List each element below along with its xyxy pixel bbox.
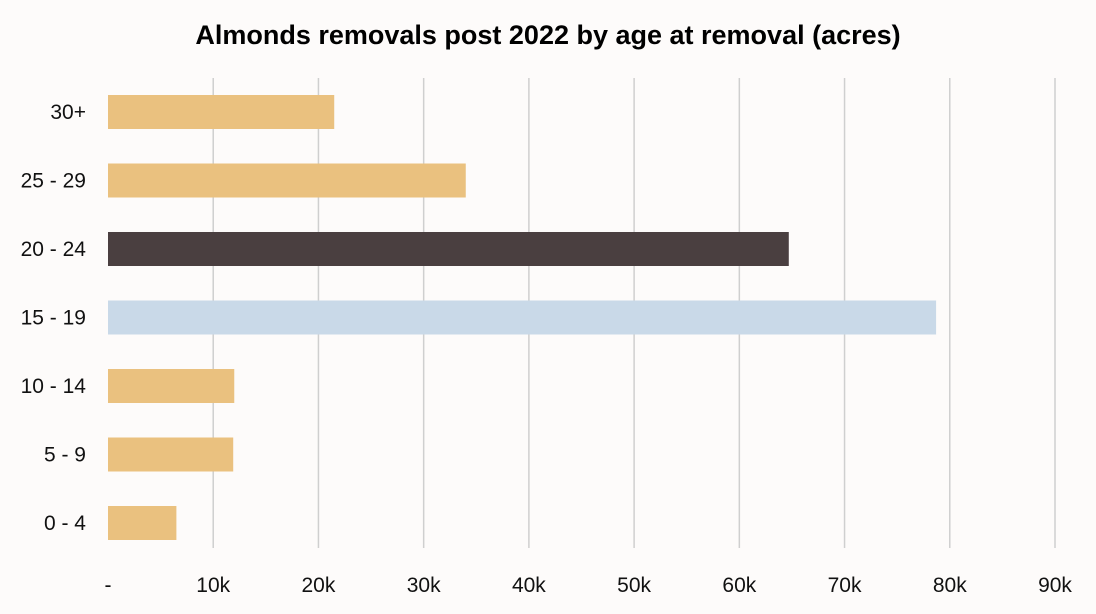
bar	[108, 95, 335, 129]
chart-title: Almonds removals post 2022 by age at rem…	[195, 20, 900, 50]
x-tick-label: 70k	[828, 574, 862, 597]
x-tick-label: 40k	[512, 574, 546, 597]
bar	[108, 163, 466, 198]
bar	[108, 437, 234, 472]
y-tick-label: 30+	[50, 101, 86, 124]
y-tick-label: 25 - 29	[21, 170, 86, 193]
x-tick-label: 50k	[617, 574, 651, 597]
y-axis-tick-labels: 30+ 25 - 29 20 - 24 15 - 19 10 - 14 5 - 9 0 - …	[21, 101, 87, 535]
y-tick-label: 5 - 9	[44, 444, 86, 467]
x-tick-label: 60k	[722, 574, 756, 597]
y-tick-label: 0 - 4	[44, 512, 86, 535]
bar	[108, 369, 235, 403]
x-tick-label: -	[105, 574, 112, 597]
y-tick-label: 15 - 19	[21, 307, 86, 330]
x-tick-label: 20k	[302, 574, 336, 597]
bar	[108, 232, 789, 266]
x-tick-label: 30k	[407, 574, 441, 597]
bar	[108, 300, 937, 335]
y-tick-label: 20 - 24	[21, 238, 87, 261]
x-tick-label: 90k	[1038, 574, 1072, 597]
x-tick-label: 80k	[933, 574, 967, 597]
bars	[108, 95, 937, 540]
x-tick-label: 10k	[196, 574, 230, 597]
x-axis-tick-labels: - 10k 20k 30k 40k 50k 60k 70k 80k 90k	[105, 574, 1073, 597]
bar	[108, 506, 177, 540]
y-tick-label: 10 - 14	[21, 375, 87, 398]
